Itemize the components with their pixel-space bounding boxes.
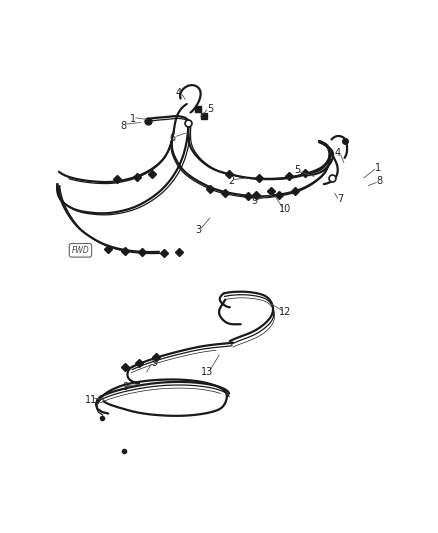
Text: 4: 4: [176, 88, 182, 98]
Text: 7: 7: [338, 195, 344, 205]
Text: 11: 11: [85, 394, 97, 405]
Text: 6: 6: [170, 133, 176, 143]
Text: 8: 8: [120, 120, 127, 131]
Text: 4: 4: [335, 148, 341, 158]
Text: 13: 13: [201, 367, 213, 377]
Text: 1: 1: [130, 115, 136, 124]
Text: 2: 2: [228, 176, 234, 186]
Text: 9: 9: [251, 196, 258, 206]
Text: 9: 9: [152, 358, 158, 368]
Text: 3: 3: [195, 224, 201, 235]
Text: 5: 5: [207, 103, 213, 114]
Text: 9: 9: [122, 382, 128, 392]
Text: 10: 10: [279, 204, 291, 214]
Text: FWD: FWD: [71, 246, 89, 255]
Text: 1: 1: [374, 163, 381, 173]
Text: 5: 5: [294, 165, 300, 175]
Text: 12: 12: [279, 307, 292, 317]
Text: 8: 8: [376, 176, 382, 186]
